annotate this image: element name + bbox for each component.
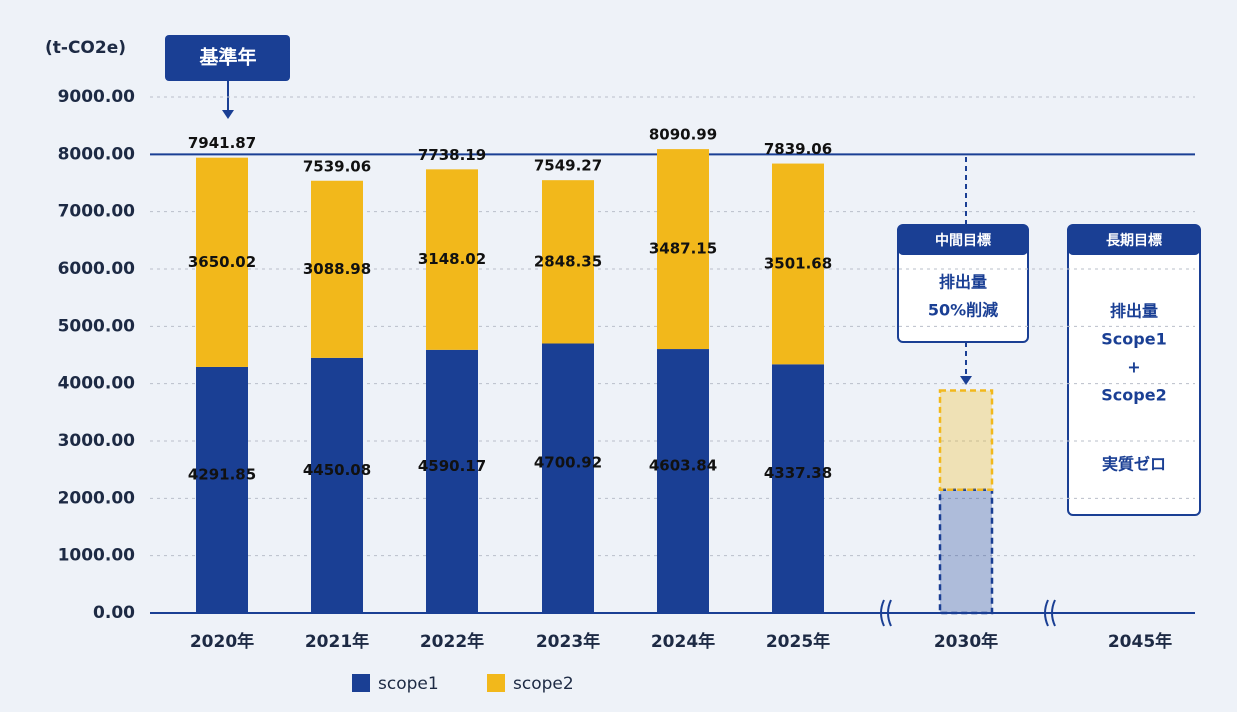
value-label: 3501.68 — [764, 254, 832, 272]
bar-segment — [426, 169, 478, 350]
value-label: 4590.17 — [418, 457, 486, 475]
total-label: 7839.06 — [764, 140, 832, 158]
legend-label: scope2 — [513, 674, 574, 694]
bar-segment — [542, 180, 594, 344]
bar-segment — [426, 349, 478, 613]
value-label: 4603.84 — [649, 457, 717, 475]
x-tick-label: 2023年 — [536, 631, 600, 652]
long-target-line: Scope2 — [1101, 386, 1166, 405]
y-tick-label: 7000.00 — [58, 202, 136, 222]
bar-segment — [938, 488, 994, 615]
x-tick-label: 2021年 — [305, 631, 369, 652]
x-tick-label: 2025年 — [766, 631, 830, 652]
y-tick-label: 5000.00 — [58, 316, 136, 336]
bar-segment — [772, 163, 824, 365]
bar-segment — [196, 157, 248, 367]
value-label: 3650.02 — [188, 253, 256, 271]
total-label: 7549.27 — [534, 157, 602, 175]
mid-target-title: 中間目標 — [935, 232, 991, 249]
bar-segment — [772, 364, 824, 613]
total-label: 8090.99 — [649, 126, 717, 144]
bar-segment — [196, 366, 248, 613]
y-tick-label: 9000.00 — [58, 87, 136, 107]
value-label: 4337.38 — [764, 464, 832, 482]
y-tick-label: 4000.00 — [58, 374, 136, 394]
x-tick-label: 2024年 — [651, 631, 715, 652]
bar-segment — [657, 149, 709, 350]
base-year-box — [165, 35, 290, 81]
long-target-line: Scope1 — [1101, 330, 1166, 349]
y-tick-label: 3000.00 — [58, 431, 136, 451]
total-label: 7941.87 — [188, 134, 256, 152]
base-year-arrowhead — [222, 110, 234, 119]
x-tick-label: 2022年 — [420, 631, 484, 652]
long-target-line: 実質ゼロ — [1102, 455, 1166, 474]
mid-target-header — [898, 225, 1028, 255]
total-label: 7738.19 — [418, 146, 486, 164]
long-target-line: 排出量 — [1110, 302, 1158, 321]
legend-label: scope1 — [378, 674, 439, 694]
long-target-line: + — [1127, 358, 1140, 377]
bar-segment — [938, 389, 994, 491]
y-tick-label: 8000.00 — [58, 144, 136, 164]
value-label: 4291.85 — [188, 465, 256, 483]
base-year-label: 基準年 — [198, 46, 256, 69]
y-tick-label: 2000.00 — [58, 488, 136, 508]
value-label: 4450.08 — [303, 461, 371, 479]
bar-segment — [311, 357, 363, 613]
mid-target-line: 50%削減 — [928, 301, 998, 320]
mid-target-line: 排出量 — [939, 273, 987, 292]
x-tick-label: 2045年 — [1108, 631, 1172, 652]
value-label: 4700.92 — [534, 454, 602, 472]
y-tick-label: 6000.00 — [58, 259, 136, 279]
value-label: 3487.15 — [649, 240, 717, 258]
value-label: 2848.35 — [534, 252, 602, 270]
legend-swatch — [352, 674, 370, 692]
y-tick-label: 1000.00 — [58, 546, 136, 566]
legend-swatch — [487, 674, 505, 692]
total-label: 7539.06 — [303, 157, 371, 175]
value-label: 3088.98 — [303, 260, 371, 278]
long-target-header — [1068, 225, 1200, 255]
bar-segment — [311, 180, 363, 358]
value-label: 3148.02 — [418, 250, 486, 268]
x-tick-label: 2020年 — [190, 631, 254, 652]
target-arrowhead — [960, 376, 972, 385]
y-tick-label: 0.00 — [93, 603, 135, 623]
x-tick-label: 2030年 — [934, 631, 998, 652]
bar-segment — [657, 349, 709, 613]
y-axis-label: (t-CO2e) — [45, 38, 126, 58]
long-target-title: 長期目標 — [1106, 232, 1162, 249]
bar-segment — [542, 343, 594, 613]
